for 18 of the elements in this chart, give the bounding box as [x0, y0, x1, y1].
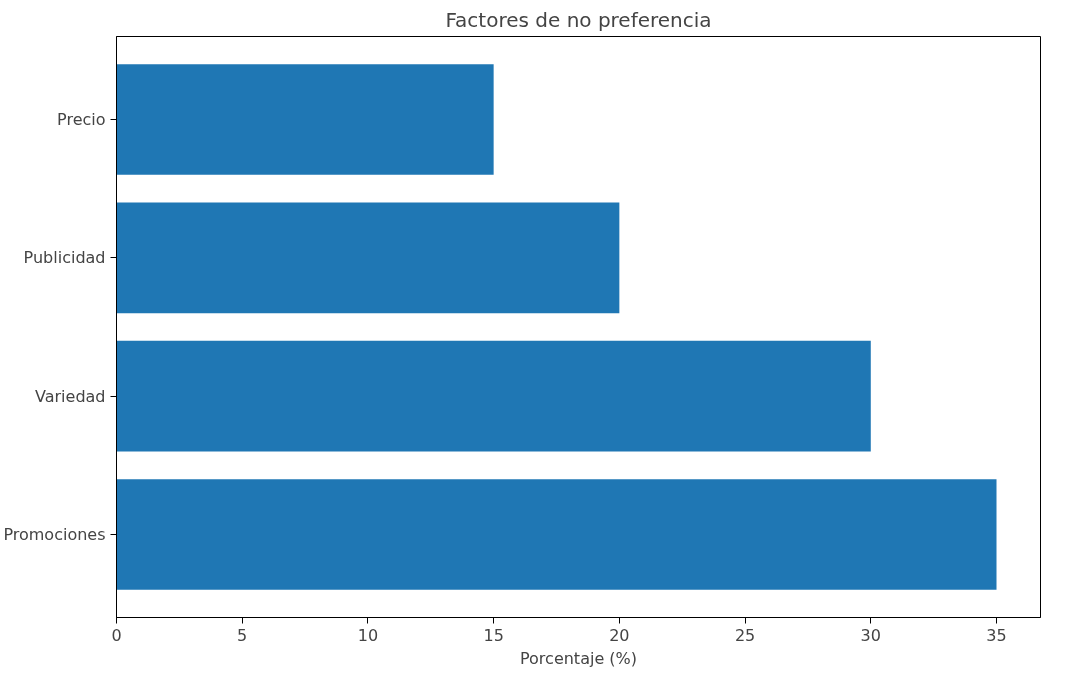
y-tick-label: Promociones: [3, 525, 106, 544]
bar: [116, 479, 997, 590]
bar: [116, 64, 494, 175]
y-tick-label: Publicidad: [23, 248, 106, 268]
x-tick-label: 5: [237, 625, 248, 645]
y-tick-label: Variedad: [35, 386, 106, 406]
x-axis-title: Porcentaje (%): [519, 648, 638, 668]
x-tick-label: 20: [609, 625, 630, 645]
x-tick-label: 30: [860, 625, 881, 645]
bar: [116, 340, 871, 452]
x-tick-label: 0: [111, 625, 122, 645]
x-tick-label: 35: [986, 625, 1007, 645]
bar: [116, 202, 620, 314]
x-tick-label: 15: [483, 625, 504, 645]
x-tick-label: 25: [734, 625, 756, 645]
y-tick-label: Precio: [57, 110, 106, 129]
x-tick-label: 10: [357, 625, 379, 645]
chart-title: Factores de no preferencia: [445, 7, 712, 32]
